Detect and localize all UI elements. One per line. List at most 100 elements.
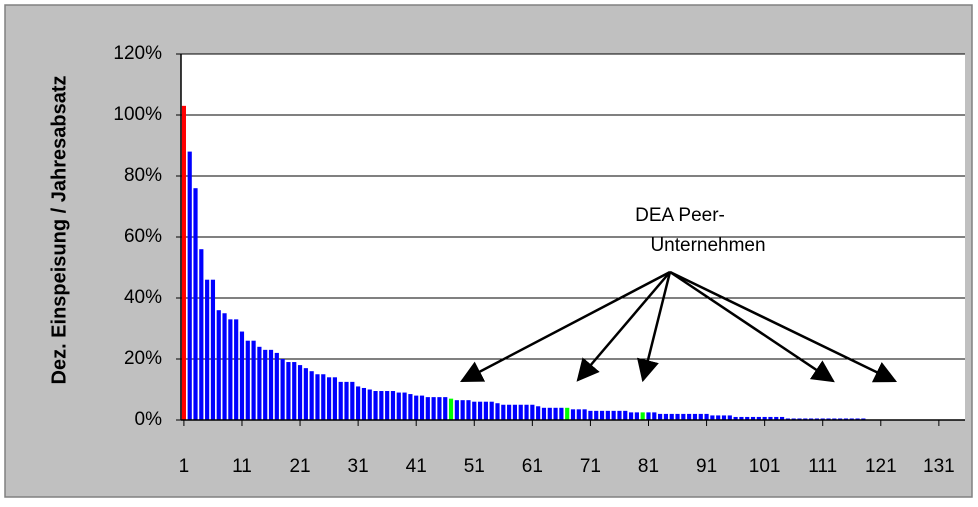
bar: [814, 418, 820, 420]
arrow: [669, 270, 835, 383]
bar: [315, 374, 320, 420]
bar: [222, 313, 227, 420]
bar: [466, 400, 471, 420]
bar: [582, 409, 587, 420]
bar: [739, 416, 744, 420]
bar: [309, 371, 314, 420]
bar: [594, 410, 599, 420]
bar: [245, 340, 250, 420]
bar: [855, 418, 860, 420]
bar: [512, 404, 518, 420]
bar: [675, 413, 680, 420]
bar: [251, 340, 256, 420]
x-tick-label: 131: [923, 456, 955, 477]
bar: [698, 413, 703, 420]
bar: [472, 401, 477, 420]
bar: [495, 403, 500, 420]
bar: [640, 412, 645, 420]
y-tick-label: 20%: [124, 348, 162, 369]
bar: [843, 418, 849, 420]
x-tick-label: 71: [580, 456, 601, 477]
bar: [530, 404, 535, 420]
bar: [460, 400, 465, 420]
bar: [779, 416, 785, 420]
x-tick-label: 51: [464, 456, 485, 477]
bar: [187, 151, 192, 420]
bar: [663, 413, 669, 420]
bar: [280, 359, 285, 420]
bar: [332, 377, 337, 420]
bar: [617, 410, 622, 420]
bar: [669, 413, 674, 420]
bar: [431, 397, 436, 420]
y-tick-label: 80%: [124, 165, 162, 186]
bar: [838, 418, 843, 420]
bar: [826, 418, 831, 420]
bar: [414, 395, 419, 420]
bar: [321, 374, 326, 420]
arrow: [460, 270, 671, 383]
bar: [791, 418, 796, 420]
bar: [559, 407, 564, 420]
bar: [576, 409, 581, 420]
bar: [721, 415, 727, 420]
bar: [338, 381, 343, 420]
x-tick-label: 121: [865, 456, 897, 477]
bar: [547, 407, 552, 420]
bar: [286, 362, 291, 420]
arrow: [576, 271, 671, 382]
bar: [681, 413, 686, 420]
bar: [379, 391, 384, 420]
bar: [181, 105, 186, 420]
bar: [536, 406, 541, 420]
bar: [367, 389, 372, 420]
x-tick-label: 91: [696, 456, 717, 477]
bar: [356, 386, 361, 420]
bar: [820, 418, 825, 420]
bar: [501, 404, 506, 420]
bar: [228, 319, 233, 420]
bar: [454, 400, 459, 420]
bar: [797, 418, 802, 420]
bar: [785, 418, 790, 420]
annotation-arrows: [460, 270, 898, 383]
bar: [716, 415, 721, 420]
x-tick-label: 81: [638, 456, 659, 477]
bar: [239, 331, 245, 420]
y-axis-label: Dez. Einspeisung / Jahresabsatz: [48, 76, 70, 385]
bar: [425, 397, 430, 420]
bar: [774, 416, 779, 420]
bar: [385, 391, 390, 420]
bar: [344, 381, 349, 420]
bar: [373, 391, 378, 420]
bar: [205, 279, 210, 420]
bar: [216, 310, 221, 420]
bar: [733, 416, 738, 420]
bar: [361, 387, 367, 420]
bar: [350, 381, 355, 420]
y-tick-label: 100%: [113, 104, 162, 125]
bar: [257, 346, 262, 420]
bar: [727, 415, 732, 420]
bar: [396, 392, 401, 420]
bar: [623, 410, 628, 420]
bar: [687, 413, 692, 420]
bar: [750, 416, 756, 420]
bar: [297, 365, 303, 420]
bar: [477, 401, 483, 420]
bar: [303, 368, 308, 420]
bar: [646, 412, 651, 420]
x-tick-label: 11: [232, 456, 252, 477]
bar: [634, 412, 639, 420]
bar: [390, 391, 396, 420]
bar: [745, 416, 750, 420]
annotation: DEA Peer-: [635, 205, 725, 226]
bar: [565, 407, 570, 420]
y-tick-label: 40%: [124, 287, 162, 308]
bar: [408, 394, 413, 420]
bar: [849, 418, 854, 420]
y-tick-label: 0%: [135, 409, 163, 430]
bar: [234, 319, 239, 420]
bar: [832, 418, 837, 420]
x-tick-label: 61: [522, 456, 543, 477]
